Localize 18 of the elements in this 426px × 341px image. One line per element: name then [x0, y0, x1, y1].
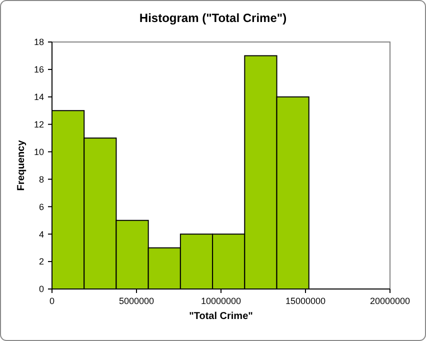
y-tick-label: 0: [38, 284, 44, 294]
x-tick-label: 10000000: [200, 296, 242, 306]
y-tick-label: 18: [34, 37, 44, 48]
x-tick-label: 15000000: [285, 296, 326, 306]
x-tick-label: 5000000: [118, 296, 154, 306]
y-tick-label: 2: [38, 256, 44, 267]
chart-title: Histogram ("Total Crime"): [139, 11, 287, 25]
y-tick-label: 4: [38, 229, 44, 240]
x-tick-label: 0: [49, 296, 55, 306]
y-axis-title: Frequency: [16, 140, 27, 191]
x-tick-label: 20000000: [370, 296, 410, 306]
y-tick-label: 16: [34, 64, 44, 75]
x-axis-title: "Total Crime": [189, 311, 254, 322]
y-tick-label: 8: [38, 174, 44, 184]
y-tick-label: 6: [38, 202, 44, 212]
y-tick-label: 12: [34, 119, 44, 130]
y-tick-label: 10: [34, 146, 44, 157]
y-tick-label: 14: [34, 92, 44, 102]
